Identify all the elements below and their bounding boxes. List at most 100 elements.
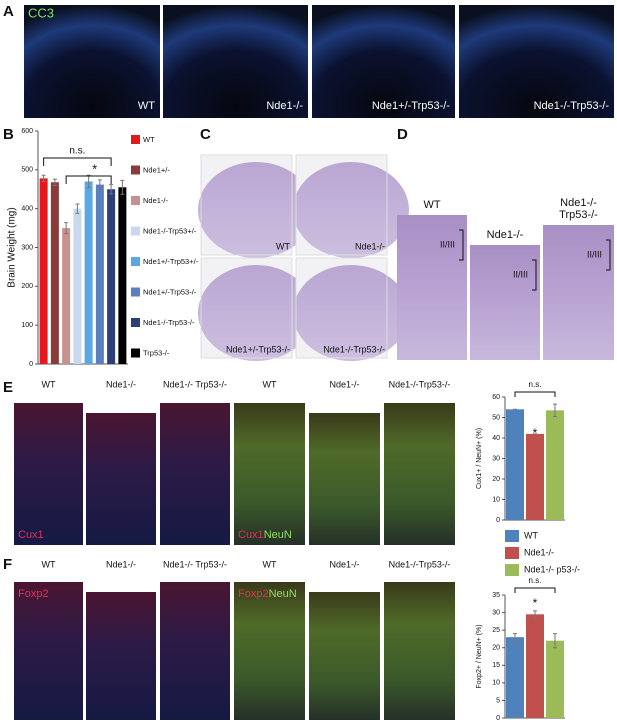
bar — [526, 433, 544, 520]
annotation: n.s. — [529, 380, 542, 389]
annotation: * — [533, 426, 538, 440]
image-title: WT — [263, 559, 277, 569]
legend-swatch — [505, 530, 519, 542]
bar — [118, 187, 127, 364]
image-title: WT — [263, 379, 277, 389]
annotation: n.s. — [529, 576, 542, 585]
panel-label: F — [3, 556, 12, 573]
bracket — [65, 175, 112, 184]
error-bar — [75, 203, 80, 214]
legend-label: WT — [143, 135, 155, 144]
micrograph — [470, 245, 540, 360]
annotation: * — [92, 161, 97, 176]
y-tick-label: 600 — [21, 128, 33, 135]
y-tick-label: 20 — [492, 645, 500, 652]
bracket — [514, 587, 556, 593]
stain-label: Foxp2 — [238, 588, 269, 600]
bar — [62, 228, 71, 364]
layer-label: II/III — [513, 269, 528, 279]
bracket — [514, 391, 556, 397]
stain-label: Foxp2NeuN — [238, 588, 297, 600]
annotation: * — [533, 596, 538, 610]
bar — [546, 640, 564, 718]
image-title: Nde1-/-Trp53-/- — [389, 379, 451, 389]
stain-label: Cux1NeuN — [238, 529, 292, 541]
micrograph — [384, 403, 455, 545]
micrograph — [397, 215, 467, 360]
legend-label: Nde1-/-Trp53-/- — [143, 318, 195, 327]
micrograph — [14, 582, 83, 720]
y-tick-label: 400 — [21, 206, 33, 213]
legend-label: Nde1-/- p53-/- — [524, 564, 580, 574]
frame — [200, 154, 293, 256]
y-tick-label: 500 — [21, 167, 33, 174]
legend-label: Nde1+/- — [143, 165, 170, 174]
frame — [295, 154, 388, 256]
micrograph — [160, 582, 230, 720]
layer-label: II/III — [440, 239, 455, 249]
y-tick-label: 20 — [492, 476, 500, 483]
image-title: Trp53-/- — [559, 209, 598, 221]
y-axis-label: Foxp2+ / NeuN+ (%) — [476, 624, 483, 688]
y-tick-label: 200 — [21, 283, 33, 290]
micrograph — [384, 582, 455, 720]
bar — [50, 182, 59, 364]
micrograph — [14, 403, 83, 545]
bar — [84, 181, 93, 364]
legend-label: Trp53-/- — [143, 348, 170, 357]
stain-label: Foxp2 — [18, 588, 49, 600]
image-title: Nde1-/- Trp53-/- — [163, 379, 227, 389]
image-title: WT — [42, 559, 56, 569]
legend-swatch — [131, 196, 140, 205]
micrograph — [543, 225, 614, 360]
y-tick-label: 30 — [492, 609, 500, 616]
image-caption: Nde1+/-Trp53-/- — [372, 100, 450, 112]
y-tick-label: 15 — [492, 662, 500, 669]
legend-label: Nde1-/- — [524, 547, 554, 557]
brain-section — [198, 265, 314, 361]
bar — [506, 637, 524, 718]
y-tick-label: 50 — [492, 414, 500, 421]
layer-label: II/III — [587, 249, 602, 259]
legend-swatch — [131, 318, 140, 327]
bracket — [43, 157, 112, 166]
y-tick-label: 300 — [21, 244, 33, 251]
error-bar — [553, 633, 557, 649]
error-bar — [52, 178, 57, 186]
image-caption: Nde1-/- — [266, 100, 303, 112]
stain-label: Cux1 — [18, 529, 44, 541]
micrograph — [234, 582, 305, 720]
micrograph — [86, 592, 156, 720]
error-bar — [513, 633, 517, 642]
micrograph — [234, 403, 305, 545]
image-caption: Nde1-/- — [355, 241, 385, 251]
legend-swatch — [505, 564, 519, 576]
bar — [95, 184, 104, 364]
brain-section — [198, 162, 314, 258]
legend-swatch — [131, 257, 140, 266]
image-caption: Nde1+/-Trp53-/- — [226, 344, 290, 354]
y-tick-label: 5 — [496, 697, 500, 704]
image-title: Nde1-/- — [487, 229, 524, 241]
bracket — [606, 239, 611, 271]
image-caption: WT — [138, 100, 155, 112]
y-tick-label: 0 — [29, 361, 33, 368]
image-title: Nde1-/- Trp53-/- — [163, 559, 227, 569]
micrograph — [459, 5, 614, 118]
legend-swatch — [131, 135, 140, 144]
y-tick-label: 10 — [492, 680, 500, 687]
image-title: WT — [423, 199, 440, 211]
stain-label: NeuN — [264, 529, 292, 541]
image-title: Nde1-/- — [329, 379, 359, 389]
micrograph — [24, 5, 160, 118]
image-caption: Nde1-/-Trp53-/- — [534, 100, 610, 112]
legend-swatch — [131, 226, 140, 236]
micrograph — [160, 403, 230, 545]
y-tick-label: 0 — [496, 715, 500, 722]
legend-swatch — [131, 287, 140, 297]
panel-label: D — [397, 126, 408, 143]
legend-swatch — [131, 348, 140, 358]
panel-label: B — [3, 126, 14, 143]
error-bar — [97, 179, 102, 190]
y-tick-label: 25 — [492, 627, 500, 634]
